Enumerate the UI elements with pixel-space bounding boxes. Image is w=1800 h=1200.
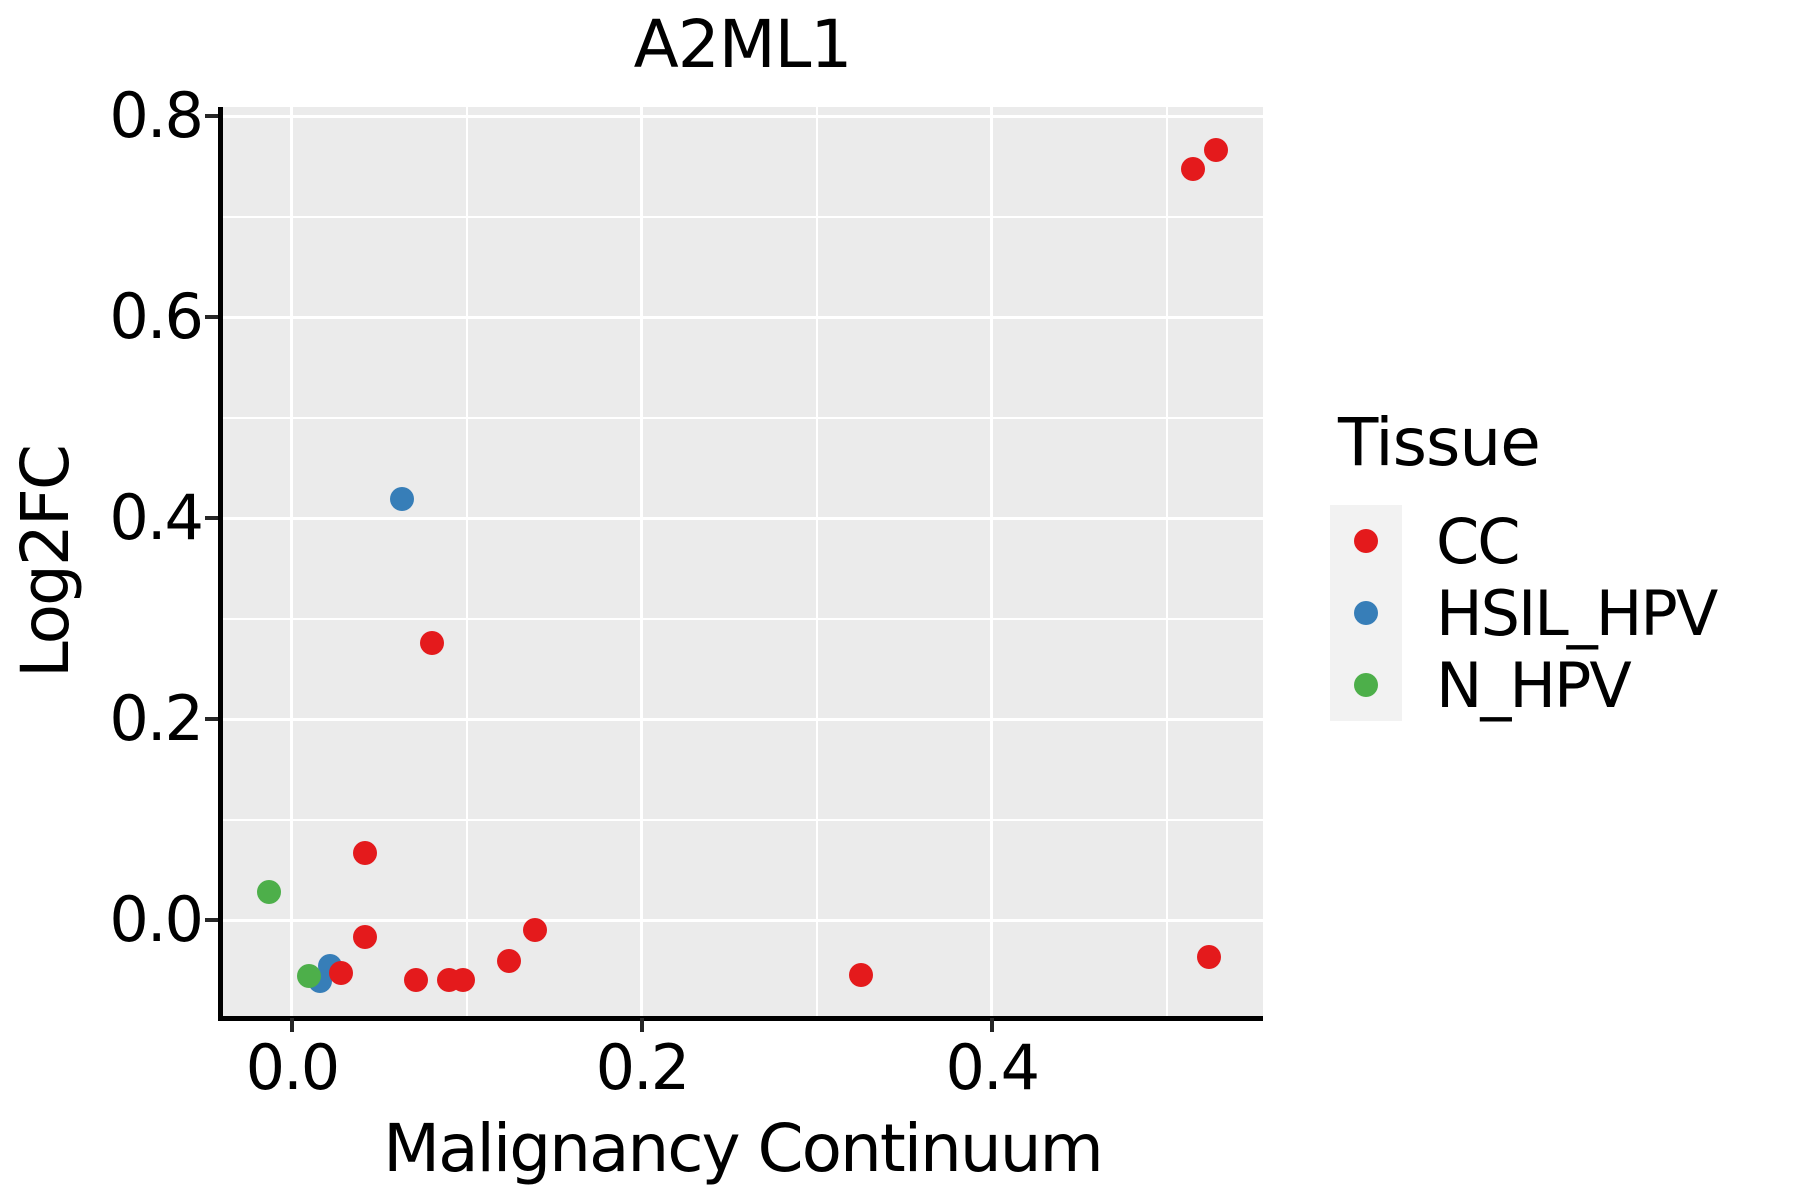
x-major-gridline xyxy=(290,107,294,1018)
y-axis-title: Log2FC xyxy=(7,446,84,678)
data-point-N_HPV xyxy=(297,964,322,989)
x-tick xyxy=(989,1018,994,1032)
y-tick xyxy=(205,114,218,119)
y-major-gridline xyxy=(222,516,1263,520)
x-minor-gridline xyxy=(815,107,818,1018)
legend-item-CC: CC xyxy=(1330,504,1716,578)
legend-item-N_HPV: N_HPV xyxy=(1330,648,1716,722)
y-tick-label: 0.8 xyxy=(109,79,204,153)
y-tick-label: 0.6 xyxy=(109,280,204,354)
y-tick xyxy=(205,717,218,722)
y-major-gridline xyxy=(222,315,1263,319)
y-tick-label: 0.2 xyxy=(109,682,204,756)
legend: Tissue CC HSIL_HPV N_HPV xyxy=(1330,404,1718,722)
data-point-HSIL_HPV xyxy=(390,486,415,511)
data-point-CC xyxy=(1196,945,1221,970)
y-tick xyxy=(205,516,218,521)
y-tick-label: 0.4 xyxy=(109,481,204,555)
y-major-gridline xyxy=(222,918,1263,922)
legend-dot-icon xyxy=(1354,601,1378,625)
x-axis-title: Malignancy Continuum xyxy=(383,1110,1104,1187)
data-point-CC xyxy=(353,840,378,865)
data-point-CC xyxy=(353,925,378,950)
legend-dot-icon xyxy=(1354,673,1378,697)
x-minor-gridline xyxy=(1165,107,1168,1018)
legend-key xyxy=(1330,649,1402,721)
y-major-gridline xyxy=(222,717,1263,721)
data-point-CC xyxy=(328,961,353,986)
x-major-gridline xyxy=(640,107,644,1018)
x-tick xyxy=(289,1018,294,1032)
data-point-CC xyxy=(404,968,429,993)
legend-dot-icon xyxy=(1354,529,1378,553)
plot-panel xyxy=(222,107,1263,1018)
data-point-N_HPV xyxy=(257,879,282,904)
y-minor-gridline xyxy=(222,617,1263,620)
legend-item-label: CC xyxy=(1436,504,1521,578)
data-point-CC xyxy=(451,968,476,993)
legend-title: Tissue xyxy=(1338,404,1541,481)
y-minor-gridline xyxy=(222,818,1263,821)
legend-key xyxy=(1330,505,1402,577)
x-axis-line xyxy=(218,1016,1263,1021)
data-point-CC xyxy=(1181,157,1206,182)
x-minor-gridline xyxy=(465,107,468,1018)
plot-title: A2ML1 xyxy=(633,6,853,83)
legend-items: CC HSIL_HPV N_HPV xyxy=(1330,504,1718,722)
data-point-CC xyxy=(496,949,521,974)
x-tick-label: 0.0 xyxy=(245,1031,341,1104)
data-point-CC xyxy=(1203,138,1228,163)
legend-item-label: HSIL_HPV xyxy=(1436,576,1718,650)
y-axis-line xyxy=(218,107,223,1021)
y-tick xyxy=(205,315,218,320)
x-tick-label: 0.2 xyxy=(595,1031,691,1104)
y-tick xyxy=(205,918,218,923)
x-major-gridline xyxy=(990,107,994,1018)
data-point-CC xyxy=(848,963,873,988)
y-major-gridline xyxy=(222,114,1263,118)
data-point-CC xyxy=(523,918,548,943)
data-point-CC xyxy=(419,630,444,655)
y-tick-label: 0.0 xyxy=(109,883,204,957)
legend-item-HSIL_HPV: HSIL_HPV xyxy=(1330,576,1718,650)
x-tick-label: 0.4 xyxy=(945,1031,1041,1104)
y-minor-gridline xyxy=(222,416,1263,419)
y-minor-gridline xyxy=(222,215,1263,218)
legend-item-label: N_HPV xyxy=(1436,648,1632,722)
x-tick xyxy=(639,1018,644,1032)
legend-key xyxy=(1330,577,1402,649)
